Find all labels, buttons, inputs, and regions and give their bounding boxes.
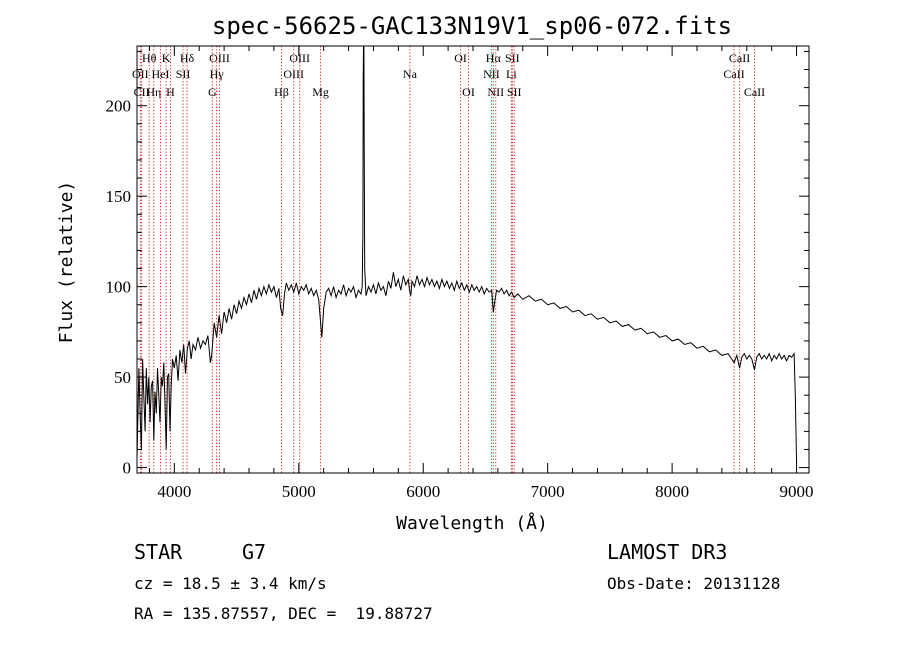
line-label-21: NII (487, 85, 504, 99)
line-label-13: OIII (289, 51, 310, 65)
line-label-15: Mg (312, 85, 329, 99)
line-label-3: Hη (146, 85, 161, 99)
x-tick-label-8000: 8000 (655, 482, 689, 501)
line-label-7: SII (176, 67, 191, 81)
survey-name: LAMOST DR3 (607, 540, 728, 564)
line-label-4: HeI (152, 67, 170, 81)
x-tick-label-4000: 4000 (157, 482, 191, 501)
x-tick-label-9000: 9000 (780, 482, 814, 501)
y-tick-label-50: 50 (114, 368, 131, 387)
line-label-11: G (208, 85, 217, 99)
coordinates-text: RA = 135.87557, DEC = 19.88727 (134, 604, 433, 623)
line-label-14: OIII (283, 67, 304, 81)
observation-date: Obs-Date: 20131128 (607, 574, 781, 593)
star-class: STAR (134, 540, 183, 564)
line-label-9: OIII (209, 51, 230, 65)
line-label-2: CII (134, 85, 150, 99)
line-label-16: Na (403, 67, 418, 81)
line-label-20: NII (483, 67, 500, 81)
line-label-19: Hα (486, 51, 502, 65)
spectrum-series (136, 45, 798, 465)
x-tick-label-5000: 5000 (282, 482, 316, 501)
line-label-26: CaII (723, 67, 744, 81)
line-label-10: Hγ (210, 67, 225, 81)
line-label-1: OII (132, 67, 149, 81)
line-label-5: K (162, 51, 171, 65)
plot-axes: 4000 5000 6000 7000 8000 9000 0 50 100 150 200 (106, 45, 814, 501)
plot-frame (136, 45, 810, 474)
line-label-0: Hθ (142, 51, 157, 65)
spectrum-line-0 (136, 45, 798, 465)
y-tick-label-200: 200 (106, 97, 132, 116)
line-label-25: CaII (729, 51, 750, 65)
line-label-12: Hβ (274, 85, 289, 99)
y-tick-label-150: 150 (106, 187, 132, 206)
line-label-8: Hδ (180, 51, 195, 65)
line-label-23: Li (506, 67, 517, 81)
y-axis-label: Flux (relative) (56, 181, 77, 344)
y-tick-label-100: 100 (106, 278, 132, 297)
line-label-17: OI (454, 51, 467, 65)
line-label-6: H (166, 85, 175, 99)
x-tick-label-7000: 7000 (531, 482, 565, 501)
chart-title: spec-56625-GAC133N19V1_sp06-072.fits (212, 12, 732, 40)
star-subclass: G7 (242, 540, 267, 564)
y-tick-label-0: 0 (123, 459, 132, 478)
line-label-27: CaII (744, 85, 765, 99)
line-label-18: OI (462, 85, 475, 99)
x-tick-label-6000: 6000 (406, 482, 440, 501)
line-label-24: SII (507, 85, 522, 99)
line-label-22: SII (505, 51, 520, 65)
redshift-text: cz = 18.5 ± 3.4 km/s (134, 574, 327, 593)
x-axis-label: Wavelength (Å) (396, 512, 548, 534)
